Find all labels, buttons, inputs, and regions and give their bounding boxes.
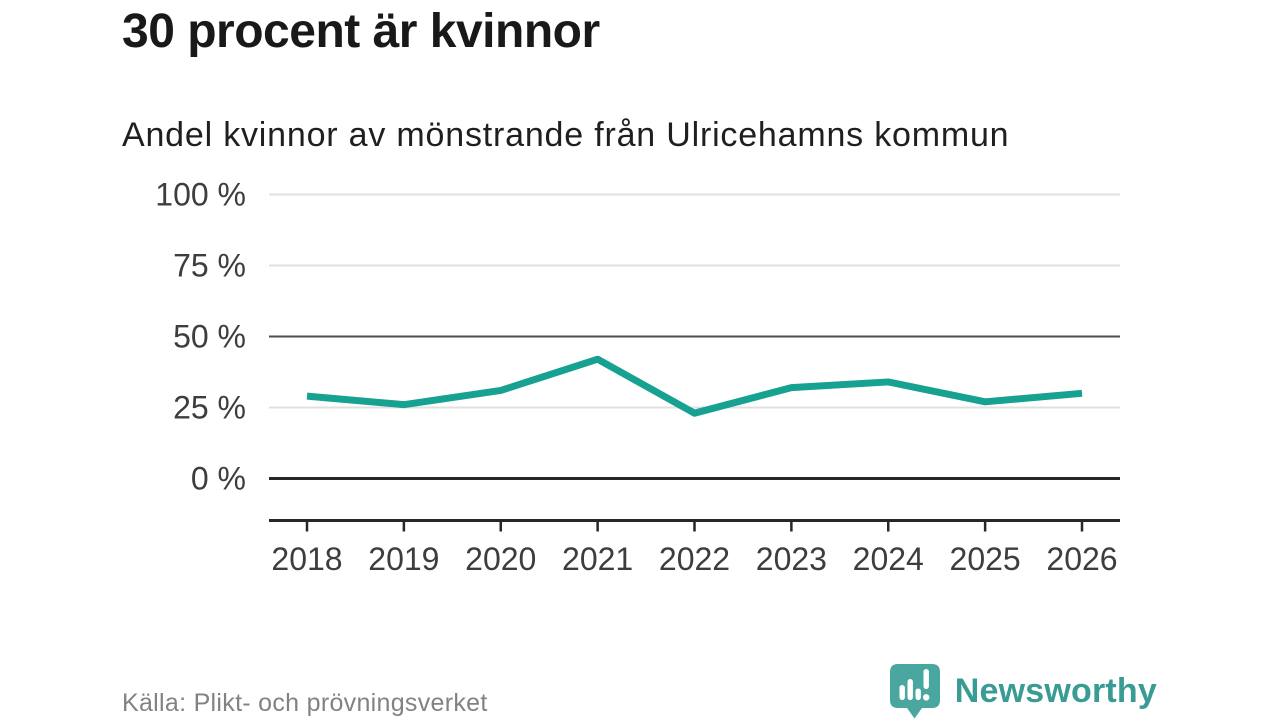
exclamation-dot-icon xyxy=(922,694,930,701)
line-chart: 0 % 25 % 50 % 75 % 100 % 2018 2019 2020 2021 202… xyxy=(155,176,1120,577)
bar-icon-2 xyxy=(907,679,913,700)
source-note: Källa: Plikt- och prövningsverket xyxy=(122,689,488,717)
newsworthy-bubble-chart-icon xyxy=(889,664,940,719)
x-tick-label-2021: 2021 xyxy=(562,541,633,577)
x-tick-label-2026: 2026 xyxy=(1046,541,1117,577)
bar-icon-3 xyxy=(915,688,921,700)
bar-icon-1 xyxy=(899,685,905,700)
x-tick-label-2019: 2019 xyxy=(368,541,439,577)
newsworthy-wordmark: Newsworthy xyxy=(954,671,1157,710)
data-line-andel-kvinnor-av-mönstrande xyxy=(306,355,1083,417)
y-tick-label-25: 25 % xyxy=(173,389,246,425)
x-tick-label-2020: 2020 xyxy=(465,541,536,577)
speech-bubble-shape xyxy=(889,664,940,719)
exclamation-bar-icon xyxy=(923,669,929,689)
y-tick-label-100: 100 % xyxy=(155,176,246,212)
x-tick-label-2023: 2023 xyxy=(756,541,827,577)
x-axis-layer: 2018 2019 2020 2021 2022 2023 2024 2025 2026 xyxy=(269,519,1120,577)
chart-subtitle: Andel kvinnor av mönstrande från Ulriceh… xyxy=(122,116,1010,154)
gridlines-layer: 0 % 25 % 50 % 75 % 100 % xyxy=(155,176,1120,496)
newsworthy-logo: Newsworthy xyxy=(888,662,1157,720)
y-tick-label-50: 50 % xyxy=(173,318,246,354)
x-tick-label-2024: 2024 xyxy=(853,541,924,577)
x-tick-label-2022: 2022 xyxy=(659,541,730,577)
x-tick-label-2018: 2018 xyxy=(271,541,342,577)
y-tick-label-75: 75 % xyxy=(173,247,246,283)
x-tick-label-2025: 2025 xyxy=(950,541,1021,577)
data-series-layer xyxy=(306,355,1083,417)
chart-title: 30 procent är kvinnor xyxy=(122,5,600,58)
y-tick-label-0: 0 % xyxy=(191,460,246,496)
